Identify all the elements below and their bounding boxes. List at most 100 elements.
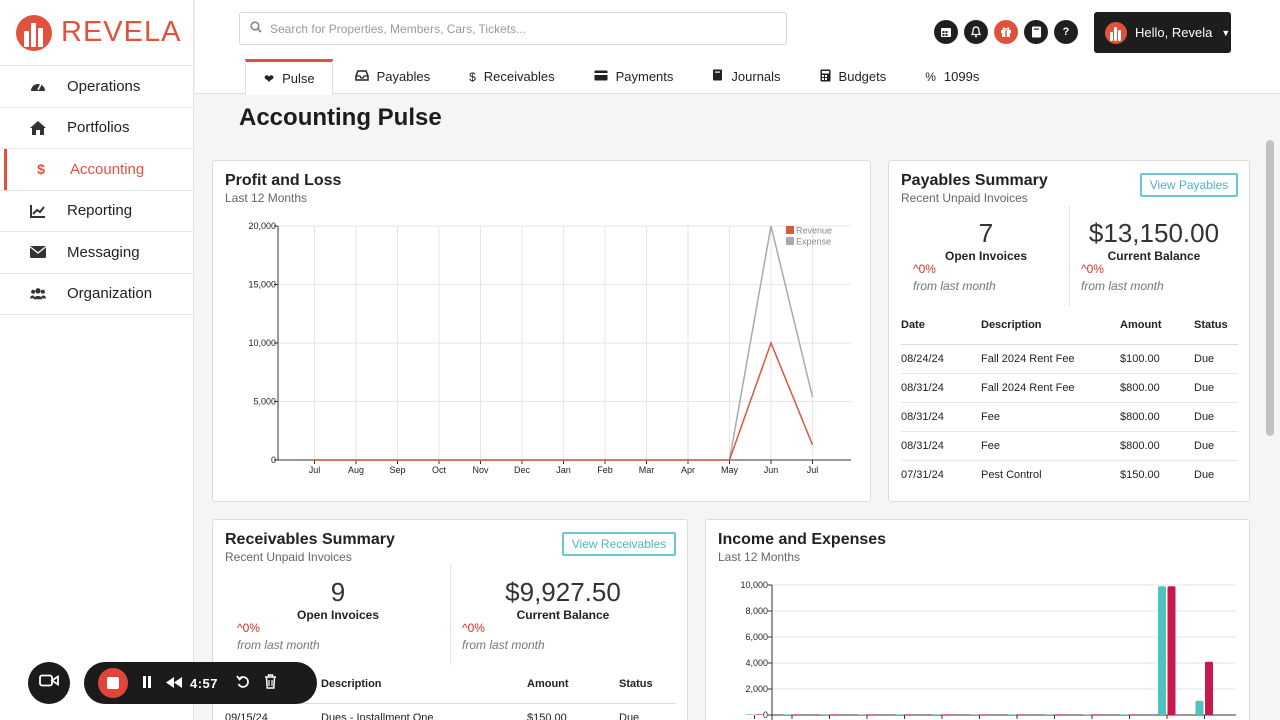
book-icon[interactable]: [1024, 20, 1048, 44]
tab-journals[interactable]: Journals: [694, 59, 797, 94]
legend-label: Revenue: [796, 226, 832, 236]
top-bar: ? Hello, Revela ▼ ❤ Pulse Payables $ Recei…: [195, 0, 1280, 95]
sidebar-item-label: Portfolios: [67, 119, 130, 137]
y-tick-label: 8,000: [745, 606, 768, 616]
sidebar-item-operations[interactable]: Operations: [0, 66, 193, 108]
home-icon: [30, 120, 46, 136]
page-scrollbar[interactable]: [1266, 140, 1274, 436]
tab-budgets[interactable]: Budgets: [802, 59, 904, 94]
help-icon[interactable]: ?: [1054, 20, 1078, 44]
dollar-icon: $: [37, 161, 45, 178]
tab-label: Payables: [376, 69, 431, 84]
table-row[interactable]: 08/31/24 Fall 2024 Rent Fee $800.00 Due: [901, 373, 1238, 403]
gauge-icon: [30, 78, 46, 94]
stop-recording-button[interactable]: [98, 668, 128, 698]
sidebar-item-organization[interactable]: Organization: [0, 274, 193, 315]
view-receivables-button[interactable]: View Receivables: [562, 532, 676, 556]
bar: [1158, 586, 1166, 715]
trash-icon[interactable]: [264, 674, 277, 692]
status-cell: Due: [1194, 344, 1238, 374]
brand-logo[interactable]: REVELA: [0, 0, 193, 66]
profit-loss-chart: 0 5,000 10,000 15,000 20,000 Jul Aug Sep Oct Nov D…: [248, 221, 851, 475]
sidebar-item-portfolios[interactable]: Portfolios: [0, 108, 193, 149]
table-row[interactable]: 08/31/24 Fee $800.00 Due: [901, 402, 1238, 432]
book-icon: [712, 69, 723, 84]
x-tick-label: Jul: [309, 465, 321, 475]
bar: [830, 714, 838, 715]
x-tick-label: May: [721, 465, 739, 475]
tab-payables[interactable]: Payables: [337, 59, 447, 94]
open-invoices-count: 7: [978, 218, 994, 248]
bar: [1195, 700, 1204, 715]
user-menu-button[interactable]: Hello, Revela ▼: [1094, 12, 1231, 53]
from-last-month: from last month: [462, 638, 545, 652]
card-subtitle: Last 12 Months: [718, 550, 801, 564]
table-row[interactable]: 08/31/24 Fee $800.00 Due: [901, 431, 1238, 461]
calendar-icon[interactable]: [934, 20, 958, 44]
tab-label: Pulse: [282, 71, 315, 86]
search-box[interactable]: [239, 12, 787, 45]
line-chart-icon: [30, 203, 46, 219]
bar: [1083, 714, 1091, 715]
card-subtitle: Recent Unpaid Invoices: [901, 191, 1028, 205]
sidebar-item-messaging[interactable]: Messaging: [0, 232, 193, 274]
table-header-row: Date Description Amount Status: [901, 307, 1238, 345]
current-balance-label: Current Balance: [516, 608, 610, 622]
accounting-tabs: ❤ Pulse Payables $ Receivables Payments Jo…: [245, 59, 1000, 95]
table-row[interactable]: 07/31/24 Pest Control $150.00 Due: [901, 460, 1238, 489]
bar: [755, 714, 763, 715]
open-invoices-stat: 7 Open Invoices: [901, 218, 1071, 263]
x-tick-label: Nov: [472, 465, 489, 475]
tab-label: Receivables: [483, 69, 555, 84]
camera-toggle-button[interactable]: [28, 662, 70, 704]
inbox-icon: [354, 69, 369, 84]
restart-icon[interactable]: [236, 675, 250, 692]
y-tick-label: 10,000: [248, 338, 276, 348]
stat-divider: [450, 565, 451, 665]
bell-icon[interactable]: [964, 20, 988, 44]
from-last-month: from last month: [913, 279, 996, 293]
search-input[interactable]: [270, 21, 770, 36]
sidebar-item-label: Operations: [67, 77, 141, 95]
sidebar-item-reporting[interactable]: Reporting: [0, 191, 193, 232]
profit-loss-card: Profit and Loss Last 12 Months 0 5,000 10,…: [212, 160, 871, 502]
open-invoices-change: ^0%: [913, 262, 936, 276]
tab-receivables[interactable]: $ Receivables: [451, 59, 572, 94]
tab-payments[interactable]: Payments: [576, 59, 691, 94]
amount-cell: $800.00: [1120, 431, 1194, 461]
bar: [792, 714, 801, 715]
current-balance-stat: $13,150.00 Current Balance: [1069, 218, 1239, 263]
tab-pulse[interactable]: ❤ Pulse: [245, 59, 333, 95]
card-title: Receivables Summary: [225, 531, 395, 548]
amount-cell: $800.00: [1120, 402, 1194, 432]
income-expenses-card: Income and Expenses Last 12 Months 0 2,00…: [705, 519, 1250, 720]
current-balance-value: $9,927.50: [505, 577, 621, 607]
video-camera-icon: [39, 674, 59, 692]
tab-1099s[interactable]: % 1099s: [907, 59, 996, 94]
bar: [820, 714, 829, 715]
tab-label: Payments: [615, 69, 674, 84]
y-tick-label: 15,000: [248, 280, 276, 290]
table-header-row: Description Amount Status: [225, 666, 676, 704]
from-last-month: from last month: [237, 638, 320, 652]
bar: [933, 714, 941, 715]
x-tick-label: Aug: [348, 465, 364, 475]
rewind-icon[interactable]: [166, 676, 182, 691]
description-cell: Pest Control: [981, 468, 1042, 481]
table-row[interactable]: 08/24/24 Fall 2024 Rent Fee $100.00 Due: [901, 344, 1238, 374]
balance-change: ^0%: [1081, 262, 1104, 276]
user-avatar: [1105, 21, 1127, 44]
y-tick-label: 5,000: [253, 397, 276, 407]
receivables-table: Description Amount Status 09/15/24 Dues -…: [225, 666, 676, 720]
open-invoices-count: 9: [330, 577, 346, 607]
sidebar-item-label: Messaging: [67, 243, 140, 261]
sidebar-item-accounting[interactable]: $ Accounting: [0, 149, 193, 191]
recording-timer: 4:57: [190, 675, 219, 691]
balance-change: ^0%: [462, 621, 485, 635]
table-row[interactable]: 09/15/24 Dues - Installment One $150.00 Due: [225, 703, 676, 720]
view-payables-button[interactable]: View Payables: [1140, 173, 1238, 197]
pause-icon[interactable]: [142, 675, 152, 691]
gift-icon[interactable]: [994, 20, 1018, 44]
column-header: Status: [1194, 307, 1238, 345]
bar: [905, 714, 913, 715]
